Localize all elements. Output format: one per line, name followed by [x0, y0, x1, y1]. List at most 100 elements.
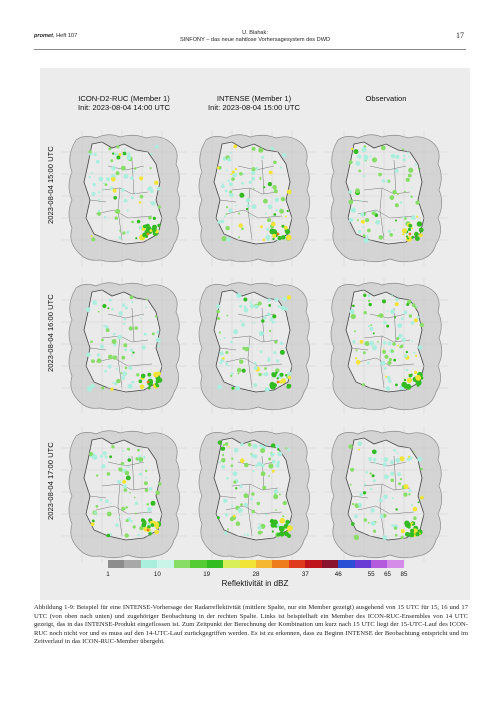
precipitation-cell	[390, 460, 394, 465]
precipitation-cell	[411, 215, 416, 220]
precipitation-cell	[217, 317, 221, 320]
precipitation-cell	[269, 317, 274, 322]
precipitation-cell	[280, 378, 286, 384]
precipitation-cell	[362, 491, 367, 495]
precipitation-cell	[394, 203, 399, 208]
precipitation-cell	[145, 298, 148, 301]
country-outline	[213, 437, 293, 541]
precipitation-cell	[399, 456, 405, 462]
precipitation-cell	[362, 175, 365, 178]
precipitation-cell	[225, 226, 230, 231]
precipitation-cell	[139, 317, 142, 320]
precipitation-cell	[150, 523, 155, 527]
precipitation-cell	[403, 492, 408, 497]
precipitation-cell	[405, 368, 409, 372]
state-border	[393, 455, 397, 491]
precipitation-cell	[361, 219, 365, 224]
precipitation-cell	[91, 359, 95, 363]
precipitation-cell	[271, 530, 274, 533]
precipitation-cell	[148, 215, 152, 220]
precipitation-cell	[261, 319, 265, 323]
precipitation-cell	[383, 367, 387, 370]
precipitation-cell	[286, 189, 292, 195]
precipitation-cell	[124, 470, 130, 476]
precipitation-cell	[244, 346, 249, 352]
precipitation-cell	[387, 341, 392, 346]
precipitation-cell	[228, 208, 233, 213]
precipitation-cell	[274, 320, 277, 323]
precipitation-cell	[380, 458, 383, 460]
precipitation-cell	[396, 452, 399, 455]
precipitation-cell	[243, 502, 248, 507]
precipitation-cell	[238, 212, 240, 215]
precipitation-cell	[268, 170, 273, 175]
precipitation-cell	[127, 466, 130, 469]
precipitation-cell	[112, 188, 117, 193]
precipitation-cell	[401, 381, 407, 388]
precipitation-cell	[411, 186, 414, 189]
precipitation-cell	[216, 516, 220, 520]
precipitation-cell	[271, 469, 275, 473]
precipitation-cell	[260, 531, 263, 534]
precipitation-cell	[118, 236, 122, 240]
precipitation-cell	[136, 219, 141, 224]
precipitation-cell	[383, 320, 387, 325]
precipitation-cell	[275, 368, 280, 373]
colorbar-tick-label: 55	[367, 571, 375, 578]
precipitation-cell	[121, 376, 125, 380]
precipitation-cell	[397, 344, 399, 347]
colorbar-swatch	[223, 560, 240, 568]
state-border	[247, 335, 253, 389]
header-divider	[34, 49, 466, 50]
precipitation-cell	[146, 232, 150, 236]
radar-map-panel	[62, 426, 186, 562]
precipitation-cell	[133, 170, 135, 173]
precipitation-cell	[379, 514, 384, 519]
precipitation-cell	[250, 497, 253, 501]
precipitation-cell	[258, 147, 264, 153]
precipitation-cell	[382, 349, 387, 354]
precipitation-cell	[136, 373, 140, 377]
precipitation-cell	[415, 354, 418, 357]
precipitation-cell	[286, 295, 292, 300]
radar-map-panel	[62, 278, 186, 414]
precipitation-cell	[411, 235, 415, 239]
precipitation-cell	[418, 227, 424, 233]
state-border	[89, 199, 107, 203]
colorbar-swatch	[239, 560, 256, 568]
precipitation-cell	[408, 531, 415, 538]
precipitation-cell	[282, 515, 285, 518]
precipitation-cell	[270, 338, 273, 341]
precipitation-cell	[386, 375, 391, 380]
precipitation-cell	[227, 157, 232, 162]
state-border	[379, 187, 385, 241]
precipitation-cell	[155, 382, 159, 386]
precipitation-cell	[229, 190, 232, 193]
precipitation-cell	[99, 344, 104, 349]
precipitation-cell	[131, 301, 134, 304]
precipitation-cell	[352, 304, 355, 308]
precipitation-cell	[262, 238, 266, 242]
state-border	[357, 505, 415, 515]
precipitation-cell	[377, 341, 379, 343]
precipitation-cell	[272, 459, 276, 464]
precipitation-cell	[414, 163, 417, 166]
precipitation-cell	[239, 304, 243, 308]
precipitation-cell	[278, 493, 281, 496]
precipitation-cell	[387, 310, 389, 312]
precipitation-cell	[91, 519, 95, 523]
precipitation-cell	[224, 531, 228, 535]
precipitation-cell	[263, 198, 268, 204]
precipitation-cell	[408, 223, 413, 228]
state-border	[379, 335, 385, 389]
precipitation-cell	[358, 169, 362, 173]
precipitation-cell	[398, 482, 402, 486]
precipitation-cell	[150, 500, 156, 506]
precipitation-cell	[122, 231, 126, 235]
precipitation-cell	[369, 155, 372, 158]
precipitation-cell	[281, 224, 285, 228]
precipitation-cell	[365, 218, 370, 223]
precipitation-cell	[380, 360, 386, 366]
precipitation-cell	[392, 342, 396, 346]
precipitation-cell	[364, 341, 370, 347]
